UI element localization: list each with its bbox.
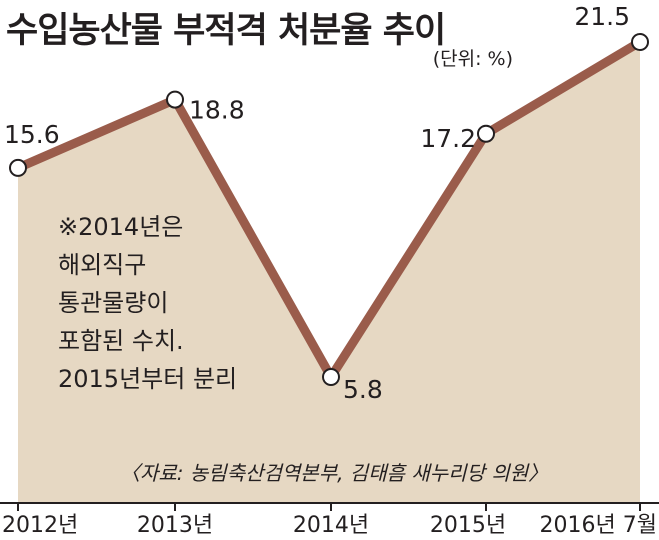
x-tick-label: 2016년 7월 xyxy=(540,513,657,538)
data-point-marker xyxy=(166,90,184,109)
data-label: 17.2 xyxy=(420,124,476,153)
x-tick-label: 2015년 xyxy=(430,513,506,538)
data-label: 15.6 xyxy=(4,120,60,149)
x-tick-label: 2013년 xyxy=(137,513,213,538)
note-line: ※2014년은 xyxy=(58,213,184,241)
chart-title: 수입농산물 부적격 처분율 추이 xyxy=(6,11,446,51)
note-line: 해외직구 xyxy=(58,251,147,279)
x-tick-label: 2012년 xyxy=(2,513,78,538)
note-line: 2015년부터 분리 xyxy=(58,365,238,393)
data-label: 21.5 xyxy=(574,2,630,31)
note-line: 통관물량이 xyxy=(58,289,169,317)
data-label: 5.8 xyxy=(343,375,383,404)
area-fill xyxy=(18,42,640,503)
data-point-marker xyxy=(631,33,649,51)
data-point-marker xyxy=(322,368,340,386)
data-point-marker xyxy=(477,124,495,143)
x-tick-label: 2014년 xyxy=(293,513,369,538)
data-point-marker xyxy=(9,158,27,177)
unit-label: (단위: %) xyxy=(432,48,513,70)
note-line: 포함된 수치. xyxy=(58,327,184,355)
source-label: 〈자료: 농림축산검역본부, 김태흠 새누리당 의원〉 xyxy=(120,461,549,485)
data-label: 18.8 xyxy=(189,96,245,125)
annotation-note: ※2014년은 해외직구 통관물량이 포함된 수치. 2015년부터 분리 xyxy=(58,208,237,398)
